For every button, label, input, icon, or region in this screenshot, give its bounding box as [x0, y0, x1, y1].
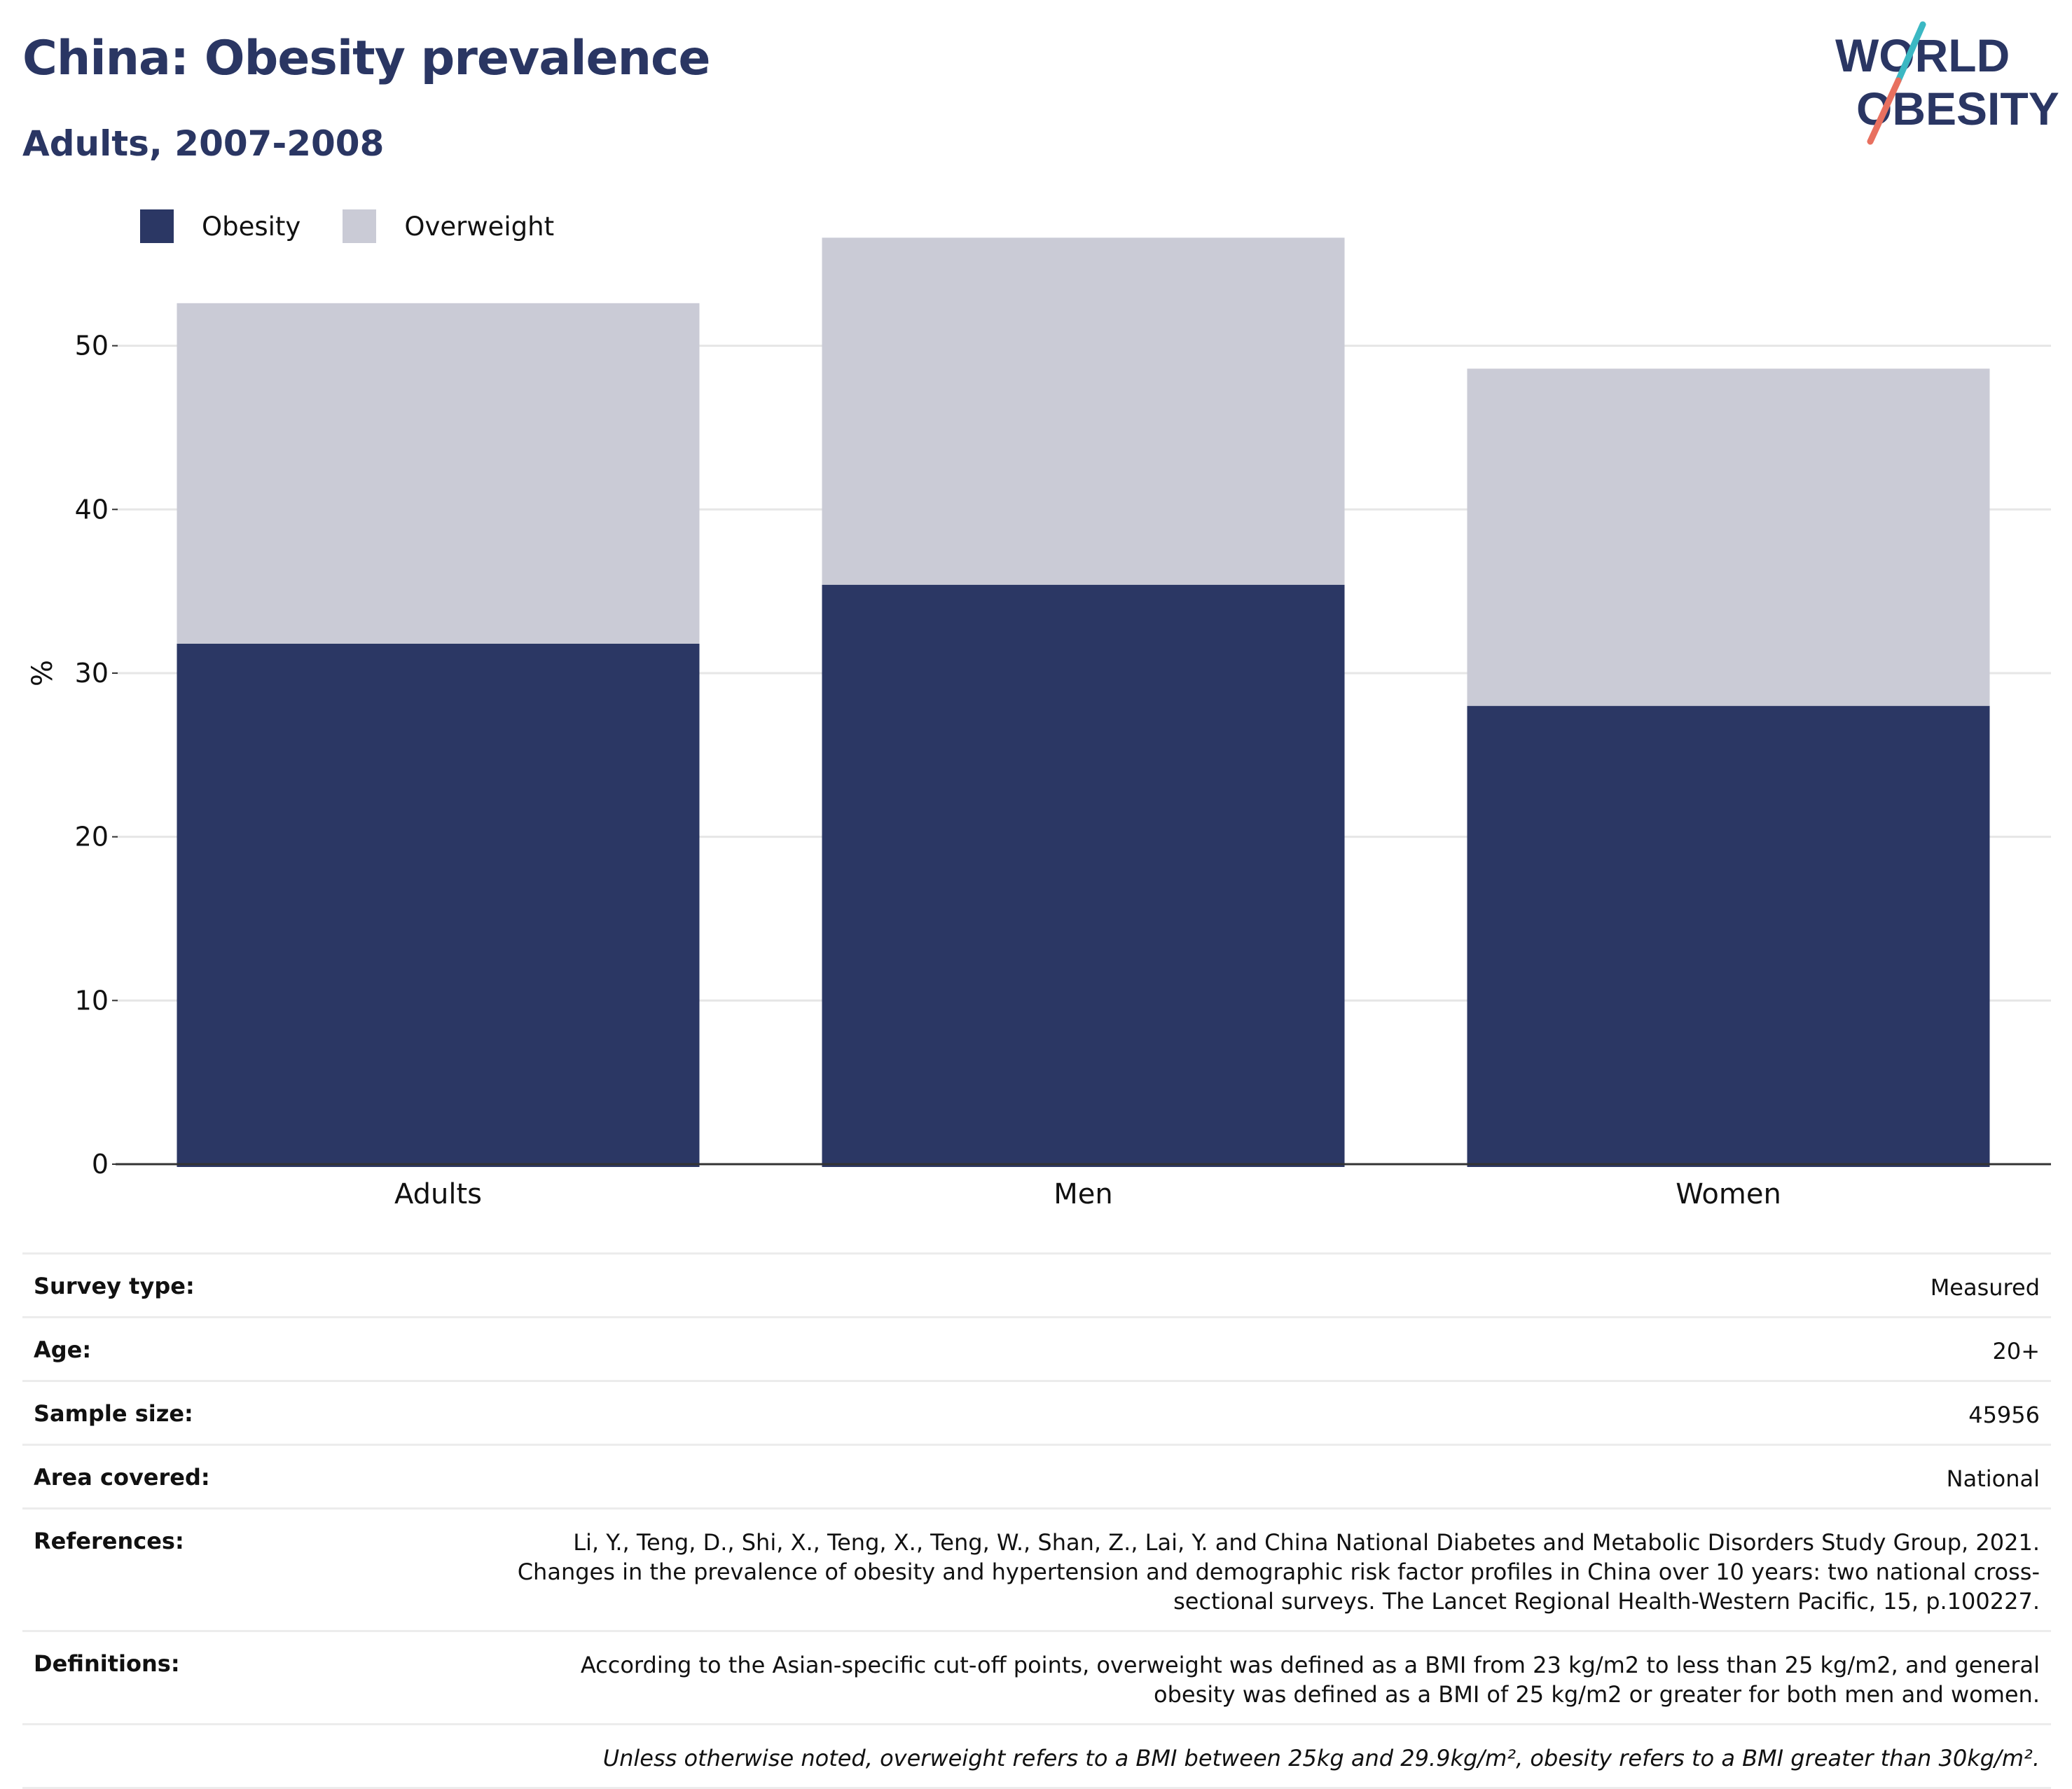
- x-tick-label: Women: [1676, 1178, 1781, 1210]
- legend-label-overweight: Overweight: [404, 211, 555, 242]
- y-tick-label: 40: [75, 494, 109, 525]
- details-table: Survey type: Measured Age: 20+ Sample si…: [22, 1252, 2051, 1789]
- x-tick-label: Men: [1054, 1178, 1112, 1210]
- details-row-definitions: Definitions: According to the Asian-spec…: [22, 1630, 2051, 1723]
- legend-item-obesity[interactable]: Obesity: [140, 209, 301, 243]
- references-value: Li, Y., Teng, D., Shi, X., Teng, X., Ten…: [517, 1529, 2040, 1615]
- y-tick-label: 0: [92, 1149, 109, 1180]
- legend-swatch-obesity: [140, 209, 174, 243]
- bar-obesity-men[interactable]: [822, 584, 1345, 1167]
- details-row-age: Age: 20+: [22, 1316, 2051, 1380]
- y-tick-label: 20: [75, 822, 109, 852]
- legend-label-obesity: Obesity: [202, 211, 301, 242]
- page-subtitle: Adults, 2007-2008: [22, 123, 385, 164]
- y-tick-label: 50: [75, 331, 109, 361]
- sample-size-label: Sample size:: [34, 1400, 193, 1427]
- legend-swatch-overweight: [343, 209, 377, 243]
- references-label: References:: [34, 1528, 184, 1554]
- survey-type-label: Survey type:: [34, 1273, 195, 1299]
- logo-line1: WORLD: [1835, 29, 2010, 81]
- world-obesity-logo: WORLD OBESITY: [1835, 21, 2059, 145]
- stacked-bar-chart: 0 10 20 30 40 50% Adults Men Women: [27, 237, 2051, 1210]
- bar-obesity-adults[interactable]: [177, 643, 700, 1167]
- age-value: 20+: [1992, 1338, 2040, 1365]
- bar-overweight-adults[interactable]: [177, 303, 700, 644]
- details-row-footnote: Unless otherwise noted, overweight refer…: [22, 1723, 2051, 1789]
- y-tick-label: 10: [75, 985, 109, 1016]
- details-row-references: References: Li, Y., Teng, D., Shi, X., T…: [22, 1507, 2051, 1630]
- chart-legend: Obesity Overweight: [140, 209, 596, 244]
- legend-item-overweight[interactable]: Overweight: [343, 209, 554, 243]
- survey-type-value: Measured: [1930, 1274, 2040, 1301]
- sample-size-value: 45956: [1968, 1402, 2040, 1428]
- x-tick-label: Adults: [394, 1178, 482, 1210]
- bar-obesity-women[interactable]: [1467, 705, 1990, 1167]
- area-covered-label: Area covered:: [34, 1464, 210, 1491]
- definitions-value: According to the Asian-specific cut-off …: [580, 1652, 2040, 1708]
- bar-overweight-women[interactable]: [1467, 368, 1990, 706]
- area-covered-value: National: [1946, 1465, 2040, 1492]
- age-label: Age:: [34, 1336, 92, 1363]
- details-row-area-covered: Area covered: National: [22, 1444, 2051, 1507]
- y-tick-label: 30: [75, 658, 109, 689]
- page-title: China: Obesity prevalence: [22, 31, 710, 86]
- y-axis-label: %: [27, 660, 59, 686]
- bar-overweight-men[interactable]: [822, 237, 1345, 585]
- details-row-sample-size: Sample size: 45956: [22, 1380, 2051, 1444]
- footnote-text: Unless otherwise noted, overweight refer…: [602, 1745, 2040, 1771]
- details-row-survey-type: Survey type: Measured: [22, 1252, 2051, 1316]
- definitions-label: Definitions:: [34, 1650, 180, 1677]
